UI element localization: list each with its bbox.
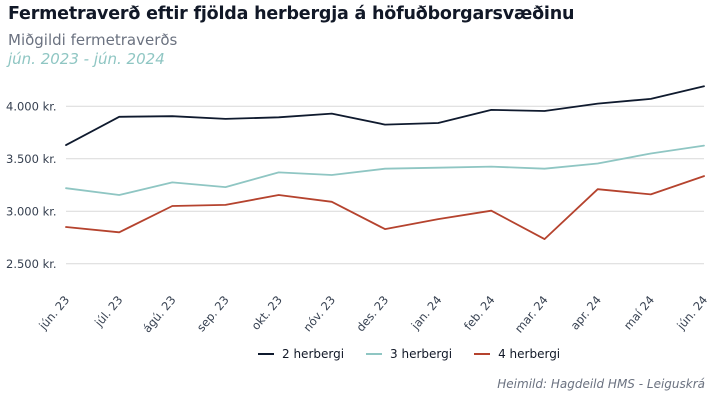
y-axis-ticks: 2.500 kr. 3.000 kr. 3.500 kr. 4.000 kr. <box>6 99 57 271</box>
legend-item: 3 herbergi <box>366 347 452 361</box>
x-tick-label: mar. 24 <box>512 293 551 336</box>
legend-label: 3 herbergi <box>390 347 453 361</box>
series-line-3 <box>65 175 705 241</box>
legend-item: 4 herbergi <box>474 347 560 361</box>
y-tick-label: 3.500 kr. <box>6 152 57 166</box>
x-tick-label: okt. 23 <box>248 293 285 333</box>
legend-label: 4 herbergi <box>498 347 561 361</box>
x-tick-label: des. 23 <box>353 293 391 334</box>
y-tick-label: 3.000 kr. <box>6 204 57 218</box>
series-line-2 <box>65 144 705 196</box>
x-tick-label: jan. 24 <box>408 293 445 333</box>
legend-item: 2 herbergi <box>258 347 344 361</box>
x-tick-label: apr. 24 <box>568 293 604 333</box>
chart-subtitle: Miðgildi fermetraverðs <box>8 31 178 49</box>
x-tick-label: sep. 23 <box>194 293 232 334</box>
legend-label: 2 herbergi <box>282 347 345 361</box>
x-tick-label: jún. 23 <box>35 293 72 333</box>
x-axis-ticks: jún. 23 júl. 23 ágú. 23 sep. 23 okt. 23 nóv. … <box>35 293 710 336</box>
source-note: Heimild: Hagdeild HMS - Leiguskrá <box>497 377 705 391</box>
chart-title: Fermetraverð eftir fjölda herbergja á hö… <box>8 4 575 24</box>
legend: 2 herbergi 3 herbergi 4 herbergi <box>258 347 560 361</box>
legend-swatch <box>366 353 383 355</box>
legend-swatch <box>474 353 491 355</box>
x-tick-label: ágú. 23 <box>140 293 179 335</box>
x-tick-label: jún. 24 <box>673 293 710 333</box>
chart-period: jún. 2023 - jún. 2024 <box>8 50 165 68</box>
x-tick-label: maí 24 <box>621 293 657 332</box>
x-tick-label: júl. 23 <box>91 293 125 330</box>
x-tick-label: nóv. 23 <box>300 293 338 334</box>
grid-lines <box>66 105 704 265</box>
y-tick-label: 2.500 kr. <box>6 257 57 271</box>
y-tick-label: 4.000 kr. <box>6 99 57 113</box>
legend-swatch <box>258 353 274 355</box>
series-line-1 <box>65 85 705 147</box>
x-tick-label: feb. 24 <box>461 293 498 333</box>
series-lines <box>65 85 705 241</box>
